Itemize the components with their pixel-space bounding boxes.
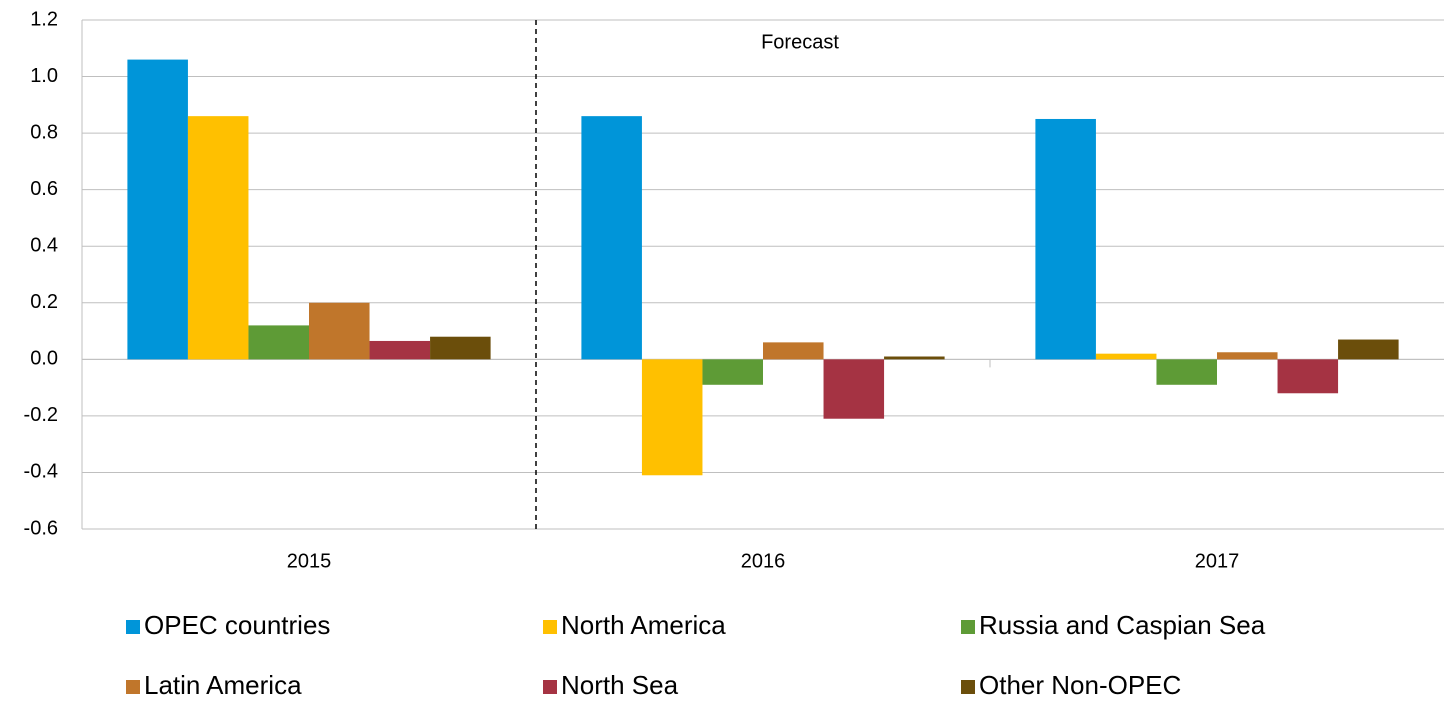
bar (1095, 353, 1157, 360)
x-tick-label: 2016 (741, 550, 786, 572)
legend-label: Latin America (144, 670, 302, 700)
legend-swatch (543, 680, 557, 694)
bar (1217, 352, 1278, 360)
x-tick-label: 2017 (1195, 550, 1240, 572)
y-tick-label: 0.8 (30, 121, 58, 143)
bar (369, 340, 431, 360)
legend-swatch (543, 620, 557, 634)
legend-label: North Sea (561, 670, 679, 700)
bar (1035, 118, 1096, 360)
bar (763, 342, 824, 360)
bar (884, 356, 945, 360)
bar (309, 302, 370, 360)
y-tick-label: 0.2 (30, 291, 58, 313)
bar (702, 359, 763, 385)
y-tick-label: 0.0 (30, 348, 58, 370)
annotation: Forecast (761, 31, 839, 53)
legend-swatch (126, 680, 140, 694)
bar (430, 336, 491, 360)
legend-swatch (961, 620, 975, 634)
y-tick-label: 1.2 (30, 8, 58, 30)
y-tick-label: 0.6 (30, 178, 58, 200)
y-tick-label: -0.6 (24, 517, 58, 539)
y-tick-label: -0.2 (24, 404, 58, 426)
x-tick-label: 2015 (287, 550, 332, 572)
y-tick-label: 0.4 (30, 235, 58, 257)
y-tick-label: 1.0 (30, 65, 58, 87)
bar (187, 116, 249, 360)
bar (641, 359, 703, 476)
y-tick-label: -0.4 (24, 461, 58, 483)
bar (1156, 359, 1217, 385)
legend-label: North America (561, 610, 726, 640)
bar (1277, 359, 1339, 394)
bar (127, 59, 188, 360)
bar (248, 325, 309, 360)
legend-swatch (961, 680, 975, 694)
legend-swatch (126, 620, 140, 634)
bar (823, 359, 885, 419)
bar (581, 116, 642, 360)
legend-label: Russia and Caspian Sea (979, 610, 1266, 640)
legend-label: OPEC countries (144, 610, 330, 640)
bar (1338, 339, 1399, 360)
legend-label: Other Non-OPEC (979, 670, 1181, 700)
